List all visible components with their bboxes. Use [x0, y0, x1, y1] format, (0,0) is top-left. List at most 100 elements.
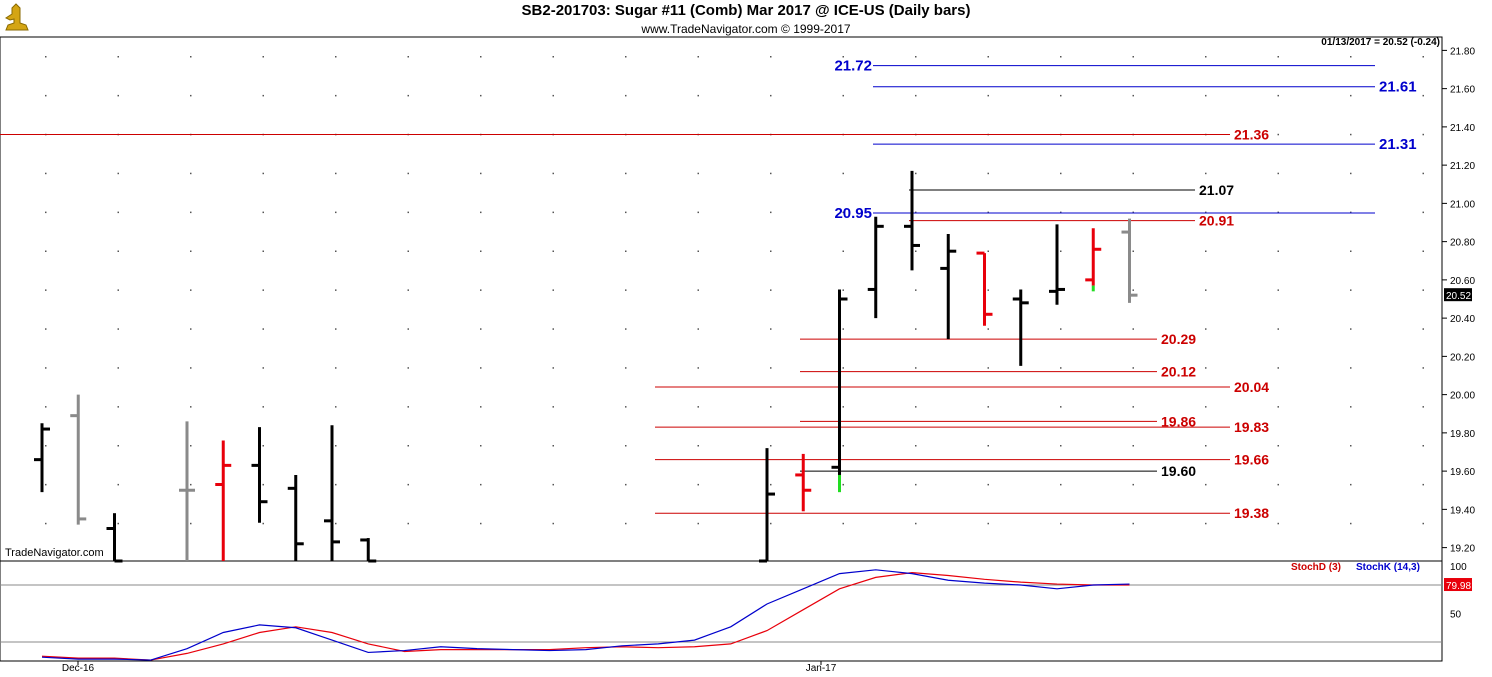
grid-dot — [552, 367, 554, 369]
grid-dot — [117, 328, 119, 330]
grid-dot — [842, 445, 844, 447]
grid-dot — [1277, 211, 1279, 214]
grid-dot — [1132, 56, 1134, 58]
grid-dot — [117, 172, 119, 175]
y-tick-label: 21.40 — [1450, 123, 1475, 134]
price-axis: 21.80 21.60 21.40 21.20 21.00 20.80 20.60 20.40… — [1442, 46, 1475, 555]
grid-dot — [335, 445, 337, 447]
grid-dot — [770, 250, 772, 252]
grid-dot — [987, 211, 989, 214]
grid-dot — [1060, 445, 1062, 447]
grid-dot — [625, 211, 627, 214]
y-tick-label: 20.40 — [1450, 314, 1475, 325]
grid-dot — [1422, 522, 1424, 525]
grid-dot — [987, 367, 989, 369]
grid-dot — [117, 406, 119, 408]
grid-dot — [625, 328, 627, 330]
grid-dot — [915, 289, 917, 291]
grid-dot — [770, 56, 772, 58]
grid-dot — [1060, 172, 1062, 175]
grid-dot — [915, 445, 917, 447]
watermark: TradeNavigator.com — [5, 547, 104, 559]
y-tick-label: 20.00 — [1450, 391, 1475, 402]
grid-dot — [335, 522, 337, 525]
grid-dot — [1060, 483, 1062, 486]
grid-dot — [1422, 172, 1424, 175]
grid-dot — [262, 289, 264, 291]
grid-dot — [987, 406, 989, 408]
level-label: 20.29 — [1161, 331, 1196, 347]
last-price-box — [1444, 288, 1472, 302]
grid-dot — [1060, 211, 1062, 214]
stoch-last-box — [1444, 578, 1472, 592]
stochk-legend: StochK (14,3) — [1356, 562, 1420, 573]
grid-dot — [770, 406, 772, 408]
grid-dot — [1132, 289, 1134, 291]
grid-dot — [1422, 211, 1424, 214]
grid-dot — [1205, 56, 1207, 58]
grid-dot — [1350, 445, 1352, 447]
level-label: 19.83 — [1234, 419, 1269, 435]
stochastic-panel: 100 50 79.98 — [0, 562, 1472, 661]
grid-dot — [117, 211, 119, 214]
grid-dot — [1205, 289, 1207, 291]
grid-dot — [1060, 56, 1062, 58]
grid-dot — [770, 367, 772, 369]
last-price-label: 20.52 — [1446, 291, 1471, 302]
grid-dot — [1422, 133, 1424, 136]
y-tick-label: 21.00 — [1450, 199, 1475, 210]
grid-dot — [335, 56, 337, 58]
grid-dot — [480, 445, 482, 447]
grid-dot — [842, 522, 844, 525]
grid-dot — [1277, 522, 1279, 525]
grid-dot — [552, 522, 554, 525]
level-label: 21.07 — [1199, 182, 1234, 198]
grid-dot — [625, 250, 627, 252]
grid-dot — [45, 445, 47, 447]
stoch-line — [41, 569, 1130, 661]
grid-dot — [625, 483, 627, 486]
grid-dot — [407, 211, 409, 214]
grid-dot — [480, 367, 482, 369]
grid-dot — [407, 367, 409, 369]
grid-dot — [770, 445, 772, 447]
grid-dot — [335, 328, 337, 330]
grid-dot — [1277, 483, 1279, 486]
level-label: 21.72 — [834, 58, 872, 75]
grid-dot — [480, 250, 482, 252]
logo-icon — [5, 3, 29, 31]
grid-dot — [552, 211, 554, 214]
grid-dot — [1422, 289, 1424, 291]
price-bars — [34, 170, 1138, 563]
grid-dot — [45, 94, 47, 97]
grid-dot — [625, 172, 627, 175]
grid-dot — [1350, 133, 1352, 136]
grid-dot — [1350, 94, 1352, 97]
grid-dot — [1060, 328, 1062, 330]
grid-dot — [480, 172, 482, 175]
grid-dot — [262, 406, 264, 408]
grid-dot — [552, 483, 554, 486]
grid-dot — [1350, 211, 1352, 214]
grid-dot — [842, 483, 844, 486]
grid-dot — [262, 367, 264, 369]
grid-dot — [842, 289, 844, 291]
grid-dot — [552, 328, 554, 330]
grid-dot — [1060, 406, 1062, 408]
grid-dot — [1277, 289, 1279, 291]
grid-dot — [915, 56, 917, 58]
grid-dot — [1132, 250, 1134, 252]
grid-dot — [1205, 406, 1207, 408]
grid-dot — [1277, 328, 1279, 330]
grid-dot — [190, 522, 192, 525]
grid-dot — [697, 445, 699, 447]
grid-dot — [625, 445, 627, 447]
grid-dot — [842, 211, 844, 214]
grid-dot — [1277, 133, 1279, 136]
grid-dot — [1205, 367, 1207, 369]
grid-dot — [262, 483, 264, 486]
grid-dot — [770, 172, 772, 175]
grid-dot — [842, 56, 844, 58]
grid-dot — [987, 328, 989, 330]
